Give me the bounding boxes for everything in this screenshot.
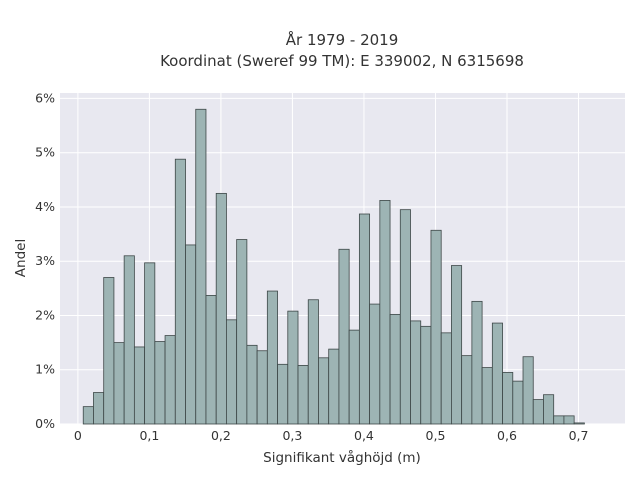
histogram-bar-46 [553, 415, 565, 425]
histogram-bar-35 [440, 332, 452, 425]
x-tick-label-1: 0,1 [139, 428, 159, 443]
histogram-bar-13 [215, 192, 227, 425]
y-tick-label-5: 5% [35, 145, 55, 160]
histogram-bar-1 [93, 392, 105, 425]
histogram-bar-4 [123, 255, 135, 425]
histogram-bar-47 [563, 415, 575, 425]
histogram-bar-40 [491, 322, 503, 425]
y-tick-label-4: 4% [35, 199, 55, 214]
histogram-bar-43 [522, 356, 534, 425]
histogram-bar-10 [185, 244, 197, 425]
histogram-bar-21 [297, 364, 309, 425]
histogram-bar-18 [266, 290, 278, 425]
x-axis-ticks: 0 0,1 0,2 0,3 0,4 0,5 0,6 0,7 [74, 428, 589, 443]
histogram-bar-24 [328, 348, 340, 425]
histogram-bar-32 [410, 320, 422, 425]
histogram-bar-27 [358, 213, 371, 425]
histogram-bar-38 [471, 300, 483, 425]
histogram-bar-31 [399, 209, 411, 425]
histogram-bar-39 [481, 367, 493, 425]
histogram-bar-22 [307, 299, 319, 425]
chart-subtitle: Koordinat (Sweref 99 TM): E 339002, N 63… [160, 52, 524, 70]
histogram-bar-29 [379, 200, 391, 425]
histogram-bar-48 [573, 422, 585, 425]
histogram-bar-11 [195, 108, 207, 425]
x-tick-label-2: 0,2 [211, 428, 231, 443]
y-tick-label-1: 1% [35, 362, 55, 377]
histogram-bar-8 [164, 335, 176, 425]
histogram-bar-20 [287, 310, 299, 425]
histogram-bar-41 [502, 372, 514, 425]
histogram-bar-25 [338, 248, 350, 425]
histogram-bar-6 [144, 262, 156, 425]
histogram-bar-28 [369, 303, 381, 425]
histogram-bar-0 [82, 406, 94, 425]
histogram-bar-16 [246, 344, 258, 425]
histogram-bar-33 [420, 325, 432, 425]
x-tick-label-0: 0 [74, 428, 82, 443]
histogram-bar-15 [236, 239, 248, 425]
histogram-bar-42 [512, 380, 524, 425]
x-axis-label: Signifikant våghöjd (m) [263, 449, 421, 466]
histogram-bar-5 [133, 346, 146, 425]
x-tick-label-4: 0,4 [354, 428, 374, 443]
histogram-bars [82, 108, 585, 425]
y-tick-label-3: 3% [35, 253, 55, 268]
histogram-bar-9 [174, 158, 186, 425]
histogram-bar-30 [389, 313, 401, 425]
y-axis-ticks: 0% 1% 2% 3% 4% 5% 6% [35, 90, 55, 431]
chart-title: År 1979 - 2019 [286, 30, 399, 49]
x-tick-label-5: 0,5 [426, 428, 446, 443]
y-axis-label: Andel [13, 239, 29, 277]
histogram-bar-17 [256, 350, 268, 425]
histogram-bar-26 [348, 329, 360, 425]
histogram-bar-36 [451, 265, 463, 425]
histogram-bar-7 [154, 341, 166, 425]
histogram-bar-3 [113, 342, 125, 425]
histogram-bar-45 [543, 394, 555, 425]
histogram-bar-2 [103, 277, 115, 425]
histogram-bar-37 [461, 355, 473, 425]
y-tick-label-2: 2% [35, 307, 55, 322]
y-tick-label-0: 0% [35, 416, 55, 431]
histogram-bar-14 [226, 319, 238, 425]
x-tick-label-6: 0,6 [497, 428, 517, 443]
histogram-bar-34 [430, 229, 442, 425]
histogram-bar-12 [205, 294, 217, 425]
histogram-bar-44 [532, 399, 544, 425]
histogram-bar-19 [277, 363, 289, 425]
x-tick-label-7: 0,7 [569, 428, 589, 443]
y-tick-label-6: 6% [35, 90, 55, 105]
histogram-bar-23 [318, 357, 330, 425]
x-tick-label-3: 0,3 [282, 428, 302, 443]
